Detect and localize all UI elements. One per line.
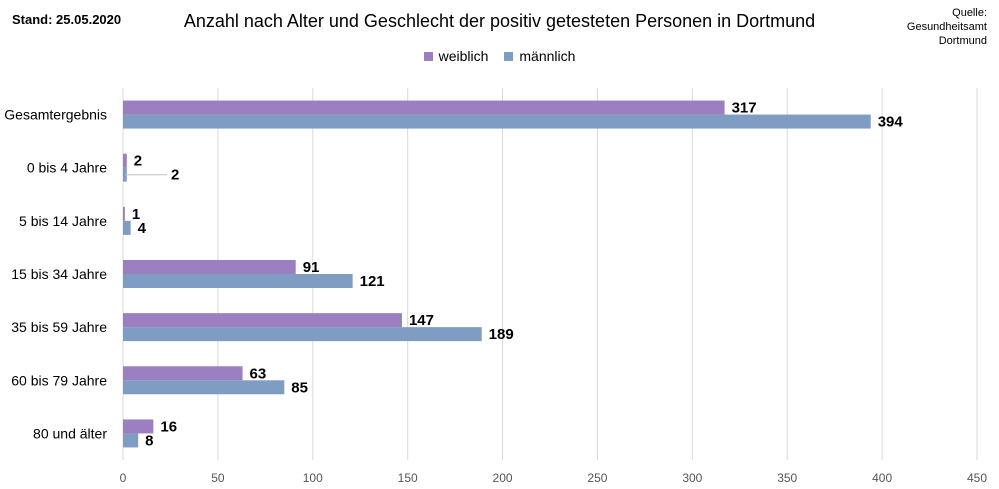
x-tick-label: 300 bbox=[682, 471, 702, 485]
bar-weiblich bbox=[123, 419, 154, 434]
bar-weiblich bbox=[123, 100, 725, 115]
category-label: 0 bis 4 Jahre bbox=[27, 160, 107, 176]
x-tick-label: 450 bbox=[967, 471, 987, 485]
bar-maennlich bbox=[123, 114, 871, 129]
data-label: 91 bbox=[303, 259, 320, 276]
bar-maennlich bbox=[123, 327, 482, 342]
bar-maennlich bbox=[123, 274, 353, 288]
data-label: 4 bbox=[138, 220, 147, 237]
data-label: 8 bbox=[145, 432, 153, 449]
category-label: Gesamtergebnis bbox=[4, 107, 107, 123]
x-tick-label: 50 bbox=[211, 471, 225, 485]
bar-maennlich bbox=[123, 380, 285, 395]
data-label: 2 bbox=[171, 167, 179, 184]
x-tick-label: 200 bbox=[493, 471, 513, 485]
data-label: 63 bbox=[250, 365, 267, 382]
data-label: 16 bbox=[160, 418, 177, 435]
chart-title: Anzahl nach Alter und Geschlecht der pos… bbox=[183, 11, 816, 31]
bar-maennlich bbox=[123, 433, 139, 448]
data-label: 2 bbox=[134, 153, 142, 170]
category-label: 15 bis 34 Jahre bbox=[11, 266, 107, 282]
bar-weiblich bbox=[123, 366, 243, 381]
bar-weiblich bbox=[123, 153, 127, 168]
stand-date: Stand: 25.05.2020 bbox=[12, 12, 122, 27]
x-tick-label: 250 bbox=[587, 471, 607, 485]
source-line: Gesundheitsamt bbox=[906, 21, 987, 33]
x-tick-label: 0 bbox=[120, 471, 127, 485]
legend: weiblich männlich bbox=[0, 48, 999, 64]
bar-maennlich bbox=[123, 220, 131, 235]
bar-weiblich bbox=[123, 206, 125, 221]
category-label: 60 bis 79 Jahre bbox=[11, 372, 107, 388]
data-label: 189 bbox=[489, 326, 514, 343]
x-tick-label: 350 bbox=[777, 471, 797, 485]
bar-weiblich bbox=[123, 313, 402, 328]
data-label: 394 bbox=[878, 114, 904, 131]
source-note: Quelle: Gesundheitsamt Dortmund bbox=[877, 6, 987, 48]
source-line: Dortmund bbox=[938, 35, 987, 47]
bar-maennlich bbox=[123, 167, 127, 182]
x-tick-label: 150 bbox=[398, 471, 418, 485]
category-label: 35 bis 59 Jahre bbox=[11, 319, 107, 335]
legend-item-maennlich: männlich bbox=[504, 48, 575, 64]
legend-label-weiblich: weiblich bbox=[438, 48, 489, 64]
legend-item-weiblich: weiblich bbox=[423, 48, 489, 64]
data-label: 317 bbox=[732, 100, 757, 117]
legend-label-maennlich: männlich bbox=[519, 48, 576, 64]
legend-swatch-weiblich bbox=[423, 51, 433, 61]
data-label: 121 bbox=[360, 273, 385, 290]
category-label: 80 und älter bbox=[33, 425, 107, 441]
data-label: 1 bbox=[132, 206, 140, 223]
data-label: 85 bbox=[291, 379, 308, 396]
source-line: Quelle: bbox=[952, 7, 987, 19]
x-tick-label: 100 bbox=[303, 471, 323, 485]
x-tick-label: 400 bbox=[872, 471, 892, 485]
data-label: 147 bbox=[409, 312, 434, 329]
legend-swatch-maennlich bbox=[504, 51, 514, 61]
category-label: 5 bis 14 Jahre bbox=[19, 213, 107, 229]
bar-weiblich bbox=[123, 260, 296, 274]
